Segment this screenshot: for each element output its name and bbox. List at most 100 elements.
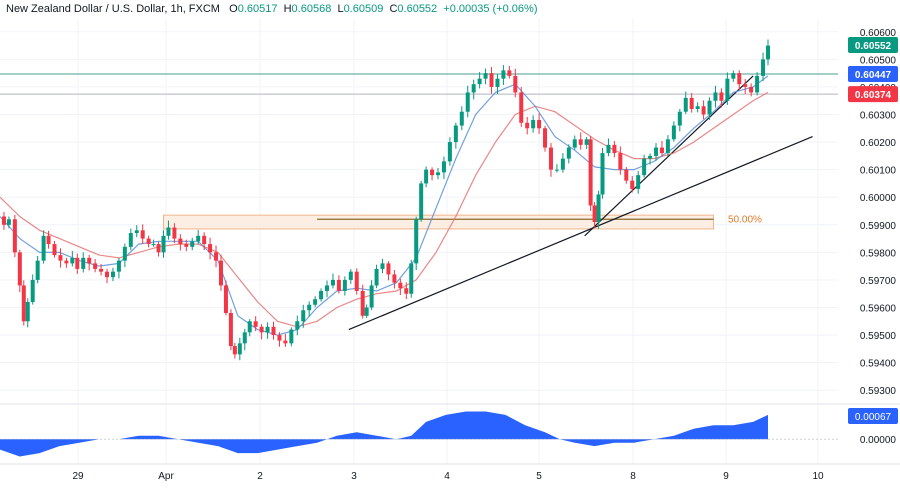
candle-body xyxy=(513,75,518,93)
price-tag xyxy=(848,37,898,54)
candle-body xyxy=(330,279,335,286)
candle-body xyxy=(342,279,347,291)
candle-body xyxy=(447,142,452,162)
candle-body xyxy=(543,128,548,148)
candle-body xyxy=(483,73,488,79)
trendline[interactable] xyxy=(348,136,813,331)
candle-body xyxy=(313,299,318,305)
candle-body xyxy=(618,153,623,170)
candle-body xyxy=(537,120,542,129)
x-tick-label: Apr xyxy=(158,471,174,482)
open-label: O xyxy=(229,3,238,15)
candle-body xyxy=(25,301,30,322)
candle-body xyxy=(283,340,288,344)
candle-body xyxy=(166,227,171,236)
candle-body xyxy=(105,271,110,278)
symbol-title: New Zealand Dollar / U.S. Dollar, 1h, FX… xyxy=(6,3,220,15)
candle-body xyxy=(683,97,688,112)
candle-body xyxy=(151,244,156,246)
candle-body xyxy=(30,279,35,302)
candle-body xyxy=(237,343,242,355)
candle-body xyxy=(232,346,237,355)
candle-body xyxy=(471,84,476,93)
candle-body xyxy=(161,235,166,253)
candle-body xyxy=(572,139,577,148)
x-tick-label: 5 xyxy=(536,471,542,482)
candle-body xyxy=(87,257,92,264)
candle-body xyxy=(596,194,601,223)
oscillator-value-label: 0.00067 xyxy=(855,412,892,423)
y-tick-label: 0.60000 xyxy=(860,193,897,204)
candle-body xyxy=(592,205,597,223)
candle-body xyxy=(271,326,276,336)
trendlines[interactable] xyxy=(348,75,813,331)
candle-body xyxy=(453,125,458,143)
y-tick-label: 0.59700 xyxy=(860,276,897,287)
candle-body xyxy=(301,310,306,322)
fib-level-label: 50.00% xyxy=(728,214,762,225)
candle-body xyxy=(21,285,26,322)
candle-body xyxy=(648,155,653,159)
oscillator-value-tag xyxy=(848,407,898,424)
candle-body xyxy=(214,252,219,261)
price-tag-label: 0.60552 xyxy=(855,41,892,52)
candle-body xyxy=(81,257,86,269)
x-tick-label: 3 xyxy=(351,471,357,482)
candle-body xyxy=(398,282,403,289)
candle-body xyxy=(566,147,571,159)
candle-body xyxy=(409,263,414,294)
candle-body xyxy=(360,290,365,316)
x-tick-label: 10 xyxy=(812,471,824,482)
candle-body xyxy=(354,271,359,291)
candle-body xyxy=(369,285,374,308)
candle-body xyxy=(507,70,512,76)
candle-body xyxy=(307,304,312,311)
candle-body xyxy=(247,321,252,333)
candle-body xyxy=(642,158,647,176)
y-tick-label: 0.59500 xyxy=(860,331,897,342)
x-tick-label: 9 xyxy=(723,471,729,482)
candle-body xyxy=(441,161,446,173)
candle-body xyxy=(430,169,435,176)
y-tick-label: 0.59300 xyxy=(860,386,897,397)
candle-body xyxy=(134,230,139,234)
open-value: 0.60517 xyxy=(237,3,278,15)
fib-zone xyxy=(163,214,714,230)
candle-body xyxy=(737,73,742,85)
candle-body xyxy=(578,139,583,145)
close-label: C xyxy=(389,3,398,15)
candle-body xyxy=(531,120,536,129)
candle-body xyxy=(380,263,385,269)
low-label: L xyxy=(337,3,344,15)
candle-body xyxy=(58,255,63,261)
x-tick-label: 8 xyxy=(630,471,636,482)
level-lines xyxy=(0,73,838,95)
candle-body xyxy=(459,111,464,126)
candle-body xyxy=(477,78,482,85)
candle-body xyxy=(116,260,121,272)
symbol-legend: New Zealand Dollar / U.S. Dollar, 1h, FX… xyxy=(6,3,537,15)
candle-body xyxy=(695,106,700,109)
candle-body xyxy=(749,86,754,93)
low-value: 0.60509 xyxy=(343,3,384,15)
y-tick-label: 0.60200 xyxy=(860,138,897,149)
candle-body xyxy=(64,260,69,264)
trendline[interactable] xyxy=(584,75,754,237)
x-tick-label: 29 xyxy=(72,471,84,482)
candle-body xyxy=(636,175,641,189)
y-tick-label: 0.60600 xyxy=(860,28,897,39)
candle-body xyxy=(654,147,659,156)
candle-body xyxy=(548,147,553,170)
candle-body xyxy=(99,268,104,272)
candle-body xyxy=(659,147,664,154)
candle-body xyxy=(414,219,419,264)
candle-body xyxy=(146,238,151,245)
candle-body xyxy=(122,246,127,261)
candle-body xyxy=(12,219,17,253)
y-tick-label: 0.60300 xyxy=(860,111,897,122)
candles xyxy=(1,39,770,361)
candle-body xyxy=(600,153,605,195)
y-tick-label: 0.59400 xyxy=(860,359,897,370)
